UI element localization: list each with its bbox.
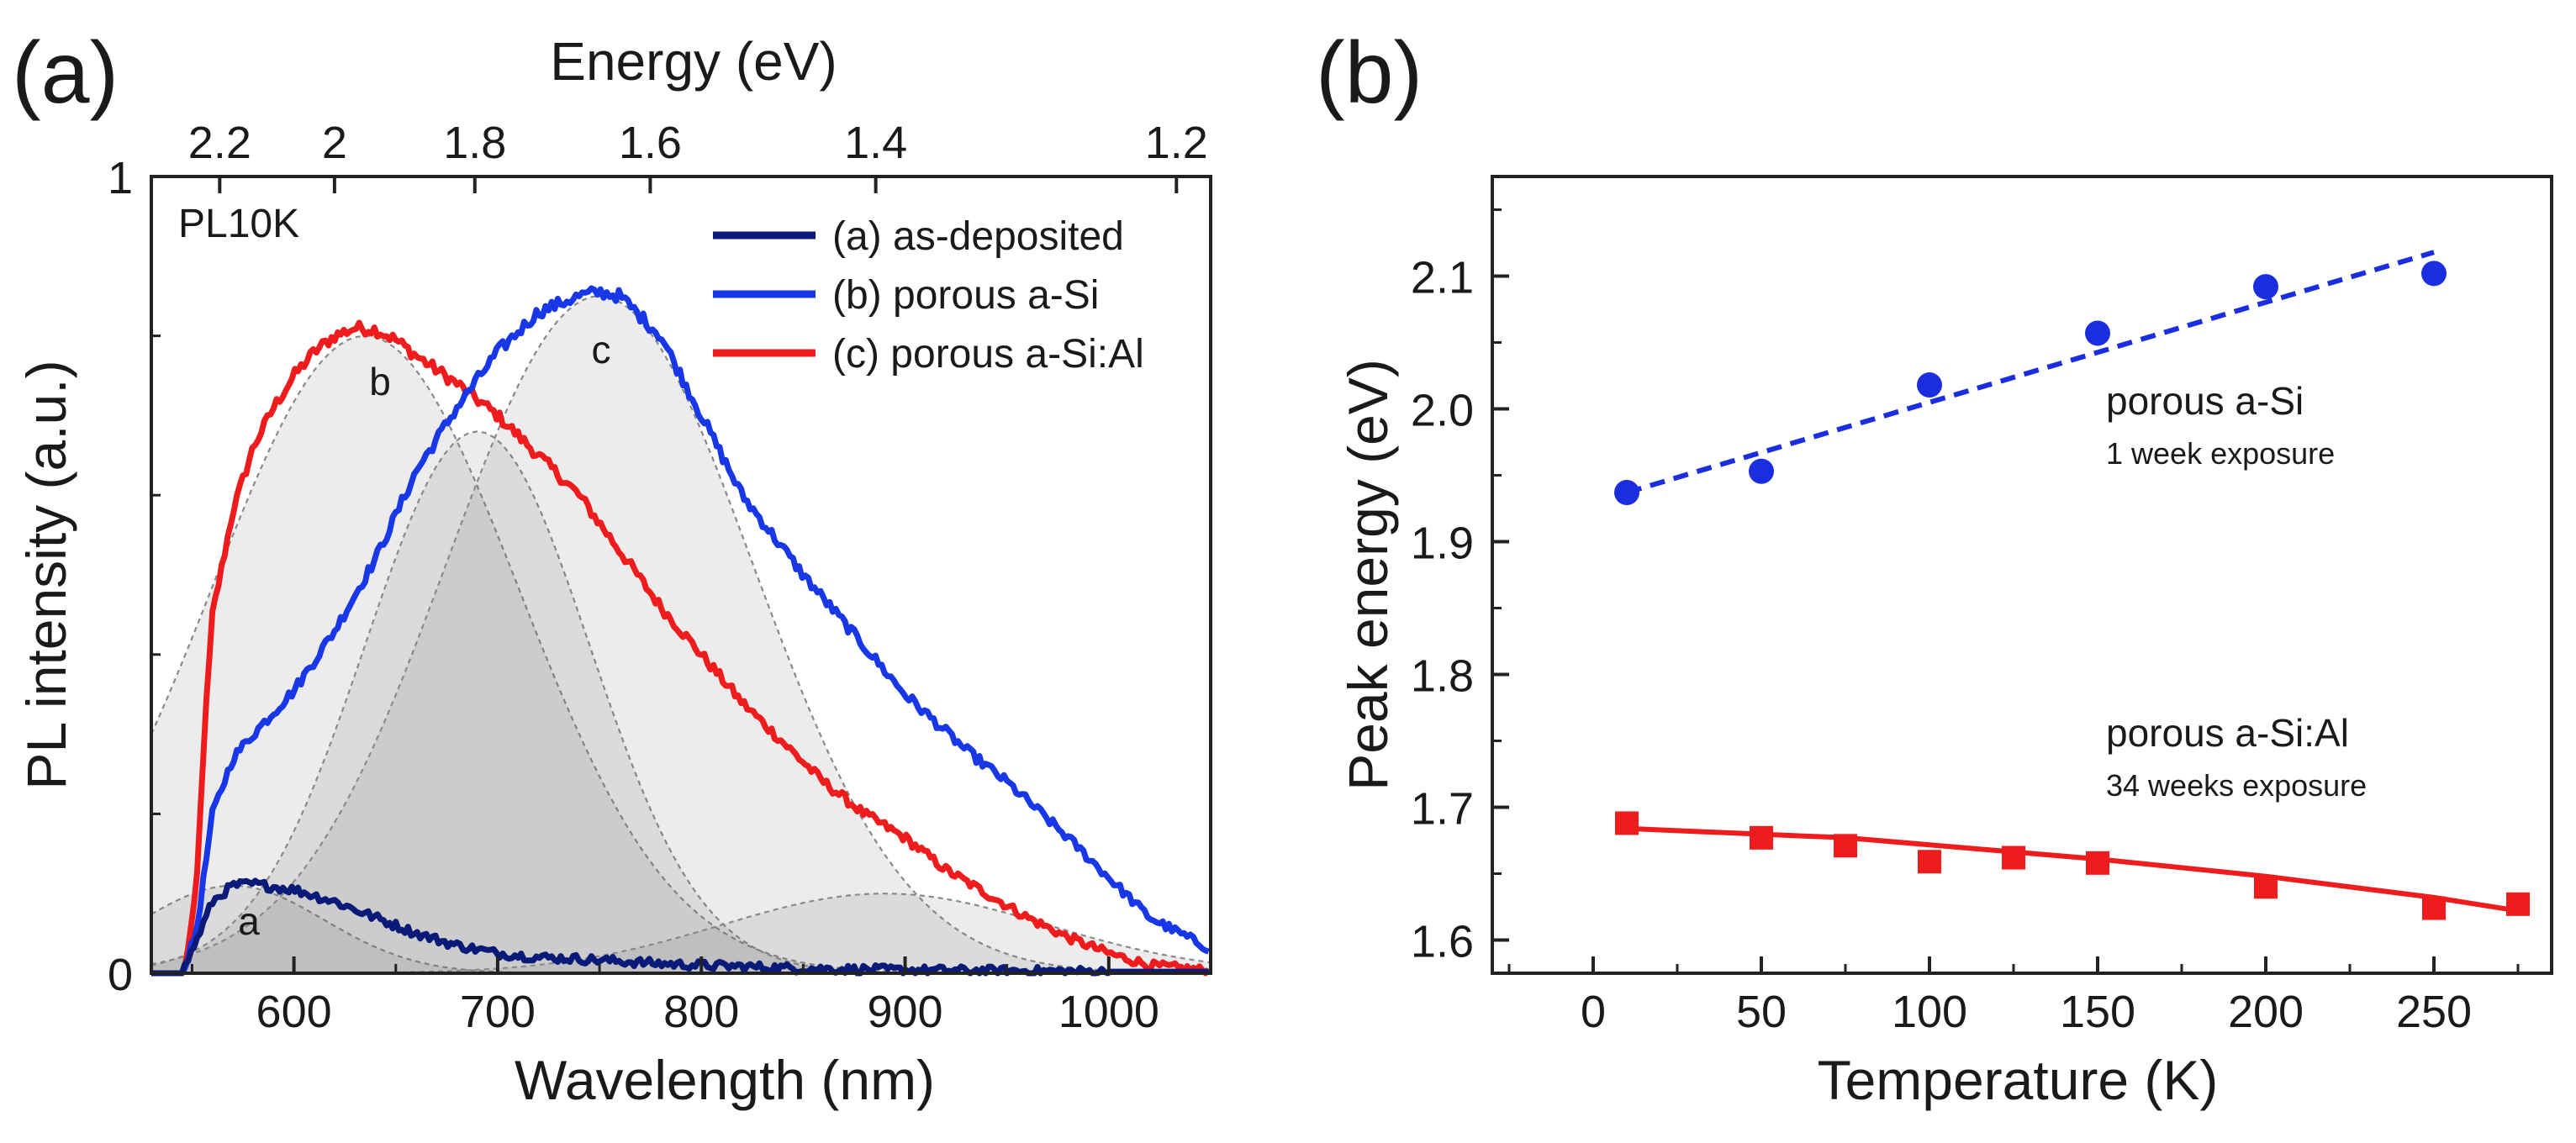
series-sublabel-porous-a-si-al: 34 weeks exposure xyxy=(2106,768,2367,803)
panel-a-label: (a) xyxy=(12,24,119,122)
panel-b-x-tick-label: 250 xyxy=(2396,987,2472,1037)
panel-a-legend: (a) as-deposited (b) porous a-Si (c) por… xyxy=(713,214,1144,377)
point-porous-a-si xyxy=(1917,372,1942,398)
panel-a-top-ticks: 2.2 2 1.8 1.6 1.4 1.2 xyxy=(188,118,1208,193)
panel-a-top-tick-label: 2.2 xyxy=(188,118,251,168)
panel-a-y-axis-title: PL intensity (a.u.) xyxy=(15,360,77,789)
panel-a-x-tick-label: 1000 xyxy=(1058,987,1159,1037)
panel-b-y-ticks: 1.6 1.7 1.8 1.9 2.0 2.1 xyxy=(1411,208,1509,967)
panel-a-x-tick-label: 600 xyxy=(256,987,332,1037)
panel-b-y-tick-label: 2.0 xyxy=(1411,386,1474,436)
point-porous-a-si-al xyxy=(2086,851,2109,875)
legend-label-as-deposited: (a) as-deposited xyxy=(832,214,1124,259)
panel-a-x-tick-label: 800 xyxy=(663,987,739,1037)
panel-b: (b) 0 50 100 150 200 250 1.6 1.7 1.8 1.9 2.0 2.1 T… xyxy=(1316,24,2553,1111)
panel-a-top-axis-title: Energy (eV) xyxy=(550,31,837,92)
panel-b-x-ticks: 0 50 100 150 200 250 xyxy=(1507,956,2520,1037)
panel-b-x-tick-label: 200 xyxy=(2228,987,2304,1037)
point-porous-a-si-al xyxy=(2002,845,2025,870)
point-porous-a-si-al xyxy=(2254,875,2278,899)
fit-component-2-fill xyxy=(151,335,1211,973)
panel-a-x-axis-title: Wavelength (nm) xyxy=(515,1049,935,1111)
panel-a-top-tick-label: 2 xyxy=(322,118,347,168)
fit-component-4-outline xyxy=(150,295,1211,974)
panel-b-y-tick-label: 1.7 xyxy=(1411,784,1474,835)
legend-label-porous-a-si-al: (c) porous a-Si:Al xyxy=(832,332,1144,377)
fit-component-3-fill xyxy=(151,431,1211,973)
panel-a-x-tick-label: 900 xyxy=(867,987,942,1037)
fit-line-porous-a-si-al xyxy=(1626,825,2519,914)
point-porous-a-si-al xyxy=(1834,834,1857,858)
curve-label-c: c xyxy=(592,328,611,371)
curve-label-b: b xyxy=(369,360,391,403)
point-porous-a-si xyxy=(2253,274,2278,300)
panel-a-top-tick-label: 1.8 xyxy=(443,118,506,168)
panel-b-y-tick-label: 1.6 xyxy=(1411,917,1474,967)
panel-b-x-tick-label: 50 xyxy=(1736,987,1787,1037)
panel-b-y-tick-label: 2.1 xyxy=(1411,253,1474,303)
point-porous-a-si xyxy=(1614,480,1639,506)
point-porous-a-si xyxy=(2421,261,2447,287)
panel-b-data-points xyxy=(1614,261,2530,920)
panel-b-label: (b) xyxy=(1316,24,1423,122)
panel-a-top-tick-label: 1.6 xyxy=(619,118,682,168)
spectrum-b-porous-a-si xyxy=(151,285,1210,977)
point-porous-a-si xyxy=(2085,320,2110,346)
curve-label-a: a xyxy=(238,899,260,943)
panel-a-x-tick-label: 700 xyxy=(460,987,536,1037)
panel-a-plot-frame xyxy=(150,175,1212,975)
point-porous-a-si xyxy=(1749,458,1774,484)
panel-a: (a) Energy (eV) 600 700 800 900 1000 01 2.2 2… xyxy=(12,24,1212,1111)
panel-b-y-tick-label: 1.9 xyxy=(1411,519,1474,569)
legend-label-porous-a-si: (b) porous a-Si xyxy=(832,273,1099,318)
panel-b-x-axis-title: Temperature (K) xyxy=(1818,1049,2219,1111)
point-porous-a-si-al xyxy=(1615,811,1639,835)
point-porous-a-si-al xyxy=(1918,850,1941,874)
spectrum-c-porous-a-si-al xyxy=(151,319,1211,977)
panel-a-y-tick-label: 1 xyxy=(108,153,133,203)
panel-a-top-tick-label: 1.2 xyxy=(1145,118,1208,168)
series-sublabel-porous-a-si: 1 week exposure xyxy=(2106,436,2335,471)
panel-a-y-tick-label: 0 xyxy=(108,950,133,1000)
panel-b-y-axis-title: Peak energy (eV) xyxy=(1337,359,1399,791)
panel-b-x-tick-label: 0 xyxy=(1581,987,1606,1037)
panel-b-x-tick-label: 150 xyxy=(2060,987,2135,1037)
series-label-porous-a-si: porous a-Si xyxy=(2106,379,2304,423)
panel-b-plot-frame xyxy=(1491,175,2553,975)
panel-b-fit-lines xyxy=(1626,250,2519,914)
series-label-porous-a-si-al: porous a-Si:Al xyxy=(2106,711,2349,755)
fit-component-5-fill xyxy=(151,893,1211,973)
point-porous-a-si-al xyxy=(2506,892,2530,916)
panel-b-y-tick-label: 1.8 xyxy=(1411,651,1474,702)
panel-a-top-tick-label: 1.4 xyxy=(844,118,907,168)
point-porous-a-si-al xyxy=(2422,896,2446,920)
panel-a-annotation: PL10K xyxy=(178,202,299,246)
panel-b-x-tick-label: 100 xyxy=(1892,987,1967,1037)
panel-a-x-ticks: 600 700 800 900 1000 xyxy=(190,956,1212,1037)
fit-line-porous-a-si xyxy=(1626,250,2435,495)
panel-a-y-ticks: 01 xyxy=(108,153,168,1000)
point-porous-a-si-al xyxy=(1750,825,1773,850)
